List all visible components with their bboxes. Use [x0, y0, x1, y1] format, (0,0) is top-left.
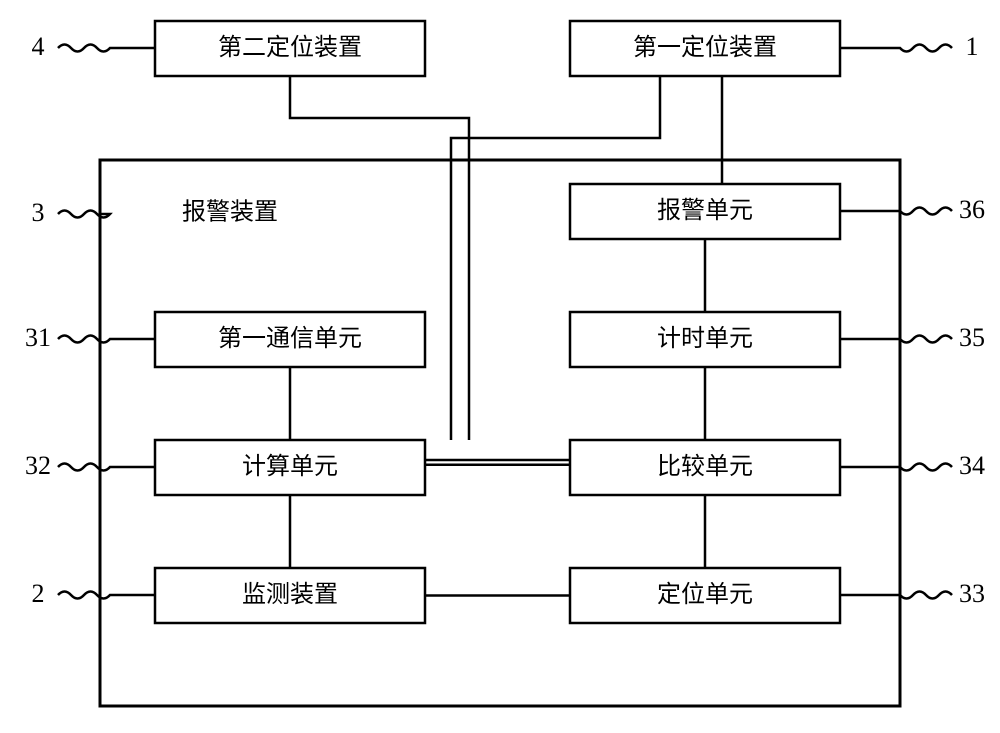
edge-routed	[290, 76, 469, 440]
ref-lead-4	[58, 45, 155, 52]
ref-num-2: 2	[32, 579, 45, 608]
node-n31-label: 第一通信单元	[218, 325, 362, 352]
ref-num-35: 35	[959, 323, 985, 352]
ref-lead-36	[840, 208, 952, 215]
ref-num-33: 33	[959, 579, 985, 608]
ref-num-4: 4	[32, 32, 45, 61]
ref-lead-3	[58, 211, 110, 218]
node-n36: 报警单元	[570, 184, 840, 239]
ref-num-31: 31	[25, 323, 51, 352]
node-n1: 第一定位装置	[570, 21, 840, 76]
ref-lead-32	[58, 464, 155, 471]
node-n33-label: 定位单元	[657, 581, 753, 608]
ref-num-34: 34	[959, 451, 985, 480]
edge-routed	[451, 76, 660, 440]
ref-num-3: 3	[32, 198, 45, 227]
node-n36-label: 报警单元	[657, 197, 753, 224]
node-n34-label: 比较单元	[657, 453, 753, 480]
node-n31: 第一通信单元	[155, 312, 425, 367]
ref-num-32: 32	[25, 451, 51, 480]
ref-lead-35	[840, 336, 952, 343]
ref-num-36: 36	[959, 195, 985, 224]
node-n33: 定位单元	[570, 568, 840, 623]
node-n34: 比较单元	[570, 440, 840, 495]
node-n2: 监测装置	[155, 568, 425, 623]
ref-lead-31	[58, 336, 155, 343]
node-n32-label: 计算单元	[242, 453, 338, 480]
node-n35: 计时单元	[570, 312, 840, 367]
alarm-device-title: 报警装置	[182, 199, 278, 226]
ref-lead-1	[840, 45, 952, 52]
node-n4-label: 第二定位装置	[218, 34, 362, 61]
node-n2-label: 监测装置	[242, 581, 338, 608]
ref-num-1: 1	[966, 32, 979, 61]
ref-lead-34	[840, 464, 952, 471]
block-diagram: 报警装置 第二定位装置 第一定位装置报警单元第一通信单元 计时单元计算单元 比较单元监测…	[0, 0, 1000, 733]
node-n32: 计算单元	[155, 440, 425, 495]
node-n1-label: 第一定位装置	[633, 34, 777, 61]
ref-lead-2	[58, 592, 155, 599]
ref-lead-33	[840, 592, 952, 599]
node-n35-label: 计时单元	[657, 325, 753, 352]
nodes: 第二定位装置 第一定位装置报警单元第一通信单元 计时单元计算单元 比较单元监测装置 定位…	[155, 21, 840, 623]
node-n4: 第二定位装置	[155, 21, 425, 76]
